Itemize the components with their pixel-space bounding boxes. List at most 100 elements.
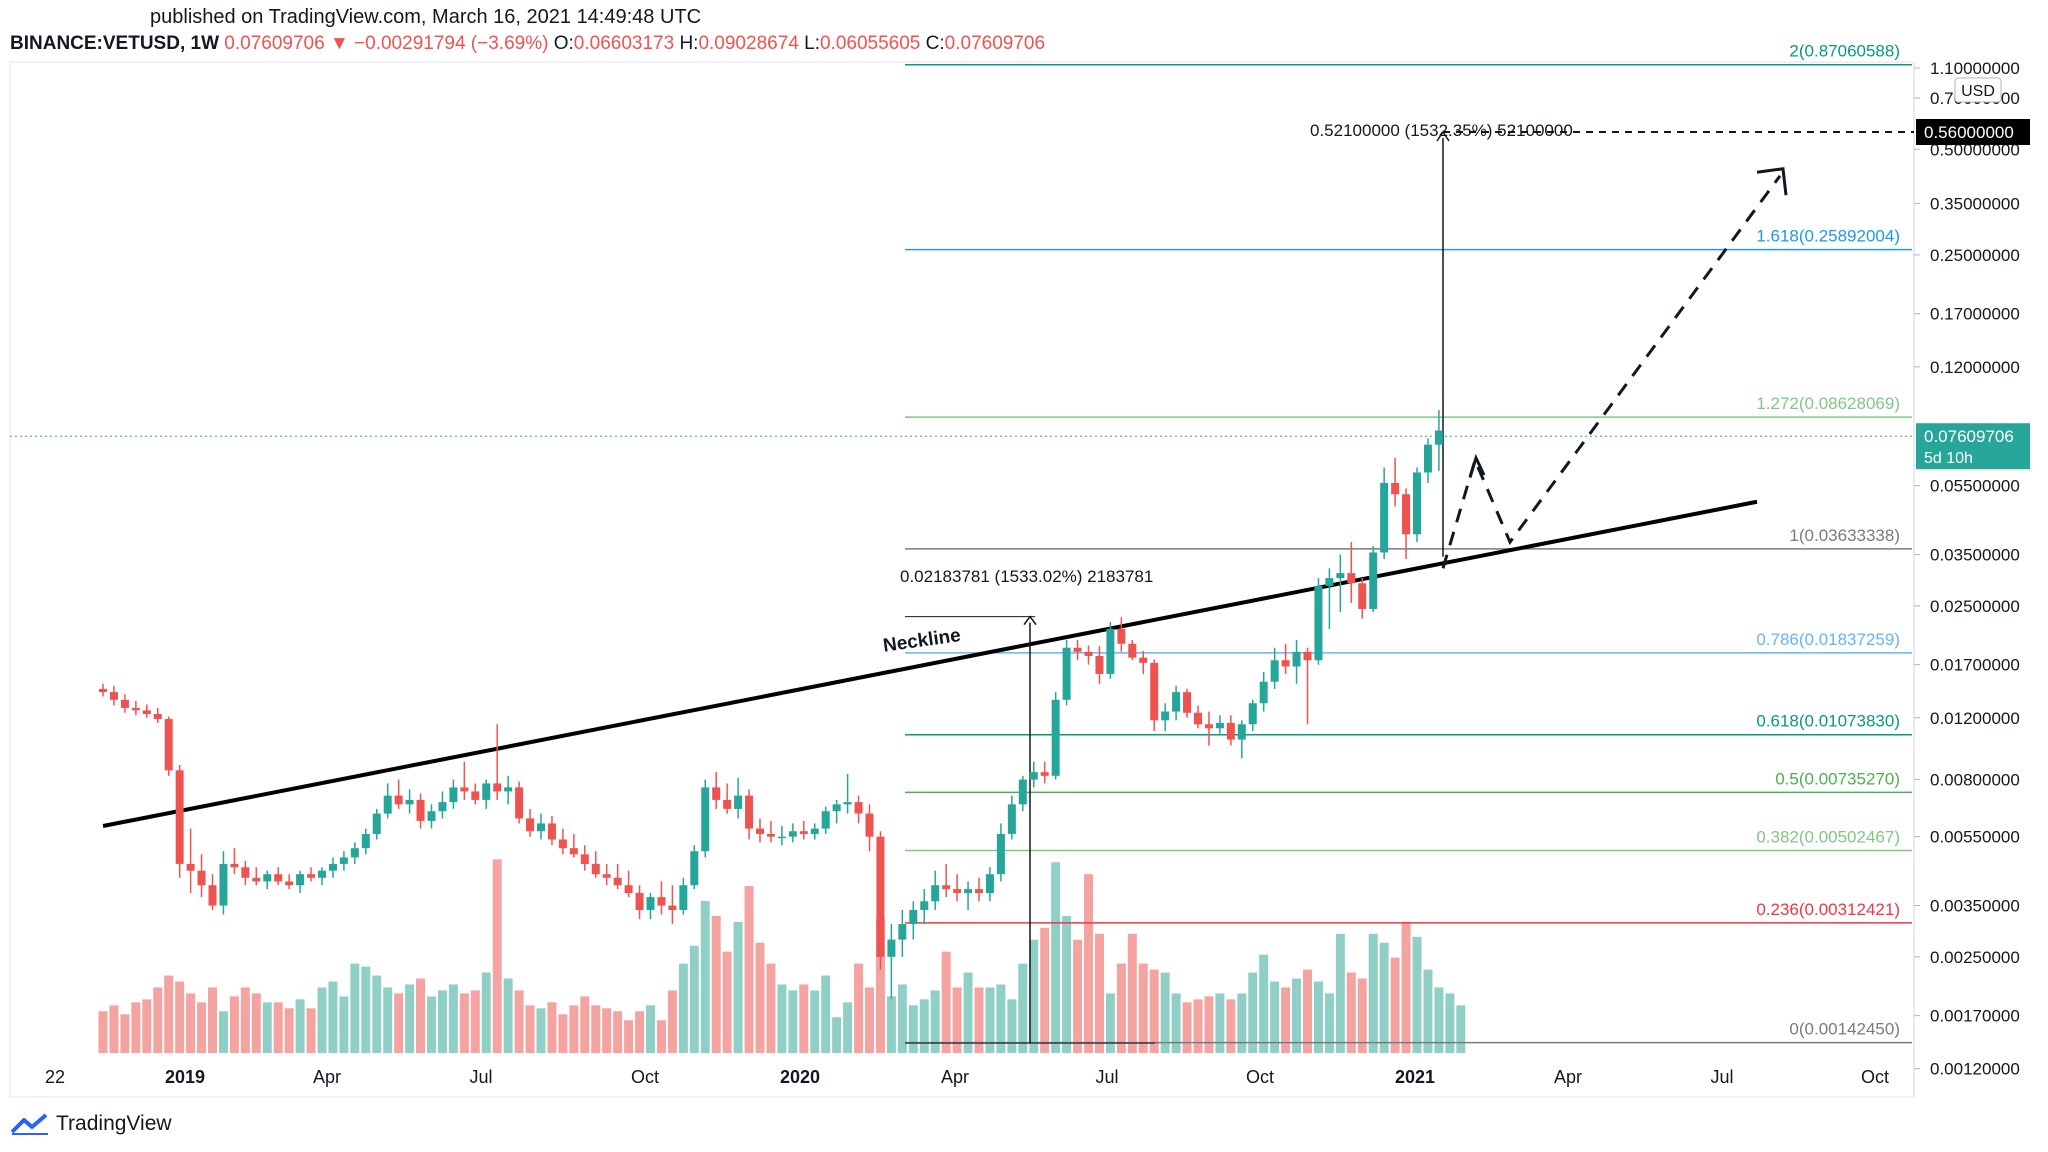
- candle: [1117, 617, 1126, 652]
- candle: [591, 851, 600, 878]
- volume-bar: [952, 987, 962, 1053]
- volume-bar: [427, 996, 436, 1053]
- time-tick-label: Apr: [313, 1067, 341, 1087]
- candle-body: [1051, 699, 1060, 776]
- time-tick-label: 2021: [1395, 1067, 1435, 1087]
- candle-body: [756, 828, 764, 834]
- volume-bar: [416, 978, 426, 1053]
- candle-body: [241, 867, 250, 878]
- candle: [865, 804, 874, 852]
- candle-body: [230, 863, 239, 868]
- candle: [985, 867, 994, 902]
- volume-bar: [448, 984, 458, 1053]
- candle-body: [405, 799, 414, 805]
- volume-bar: [1292, 978, 1302, 1053]
- candle-body: [1423, 444, 1432, 473]
- candle-body: [854, 802, 863, 814]
- drawings: Neckline 0.02183781 (1533.02%) 2183781 0.5…: [10, 121, 1914, 1044]
- volume-bar: [602, 1008, 612, 1053]
- volume-bar: [1390, 957, 1400, 1053]
- candle-body: [504, 787, 513, 792]
- fib-label-3: 1(0.03633338): [1789, 526, 1900, 545]
- candle: [493, 724, 502, 800]
- candle-body: [569, 848, 578, 855]
- volume-bar: [208, 987, 217, 1053]
- price-tick-label: 0.00800000: [1930, 771, 2020, 790]
- candle: [142, 704, 151, 718]
- candle: [460, 761, 469, 800]
- current-price-label: 0.07609706: [1924, 427, 2014, 446]
- candle-body: [1248, 703, 1257, 725]
- candle: [153, 707, 162, 723]
- candle-body: [1117, 628, 1126, 644]
- volume-bar: [897, 984, 907, 1053]
- volume-bar: [1248, 972, 1258, 1053]
- candle: [1369, 546, 1378, 613]
- symbol-name[interactable]: BINANCE:VETUSD, 1W: [10, 33, 220, 54]
- fib-label-6: 0.5(0.00735270): [1775, 769, 1900, 788]
- tradingview-logo[interactable]: TradingView: [10, 1112, 172, 1136]
- candle: [1150, 659, 1159, 732]
- candle: [230, 848, 239, 875]
- candle: [274, 867, 283, 886]
- candle: [1237, 720, 1246, 759]
- candle: [953, 874, 962, 902]
- candle-body: [1018, 779, 1027, 805]
- volume-bar: [1204, 996, 1214, 1053]
- volume-bar: [1368, 933, 1378, 1053]
- candle-body: [547, 823, 556, 840]
- candle-body: [1226, 722, 1235, 740]
- candle: [1204, 711, 1213, 746]
- candle-body: [887, 939, 896, 957]
- candle-body: [1402, 494, 1411, 535]
- volume-bar: [1040, 927, 1050, 1053]
- candle: [318, 867, 326, 886]
- volume-bar: [711, 915, 721, 1053]
- candle-body: [920, 901, 929, 910]
- candle-body: [876, 836, 885, 957]
- candle-body: [635, 893, 644, 910]
- candle-body: [1204, 724, 1213, 729]
- volume-bar: [459, 993, 469, 1053]
- candle-body: [537, 823, 545, 832]
- candle-body: [350, 848, 359, 858]
- volume-bar: [1423, 969, 1433, 1053]
- volume-bar: [1127, 933, 1137, 1053]
- high-value: 0.09028674: [698, 33, 799, 54]
- candle: [1347, 542, 1356, 603]
- candle-body: [449, 787, 458, 803]
- volume-bar: [1138, 963, 1148, 1053]
- candle-body: [427, 811, 436, 821]
- candle: [766, 820, 775, 843]
- candle-body: [274, 874, 283, 882]
- candle-body: [679, 885, 688, 910]
- volume-bar: [120, 1014, 130, 1053]
- candle-body: [1259, 681, 1268, 704]
- volume-bar: [547, 1002, 557, 1053]
- candle-body: [175, 770, 184, 864]
- candle: [920, 889, 929, 925]
- candle-body: [1434, 430, 1443, 445]
- candle: [438, 791, 447, 819]
- candle: [449, 779, 458, 809]
- candle: [964, 881, 973, 910]
- volume-bar: [1215, 993, 1225, 1053]
- time-axis: 22 2019 Apr Jul Oct 2020 Apr Jul Oct 2021 Apr Jul Oc…: [10, 1067, 1914, 1098]
- volume-bar: [624, 1020, 634, 1053]
- volume-bar: [1105, 993, 1115, 1053]
- time-tick-label: Jul: [1095, 1067, 1118, 1087]
- candle: [887, 924, 896, 999]
- volume-bar: [328, 981, 338, 1053]
- fib-label-9: 0(0.00142450): [1789, 1020, 1900, 1039]
- price-change: ▼ −0.00291794 (−3.69%): [329, 33, 549, 54]
- volume-bar: [689, 945, 699, 1053]
- candle-body: [99, 688, 107, 693]
- candle-body: [942, 885, 951, 890]
- candle: [1095, 646, 1104, 684]
- candle-body: [843, 802, 852, 805]
- candle: [734, 777, 743, 819]
- low-value: 0.06055605: [819, 33, 921, 54]
- volume-bar: [733, 921, 743, 1053]
- volume-bar: [1149, 969, 1159, 1053]
